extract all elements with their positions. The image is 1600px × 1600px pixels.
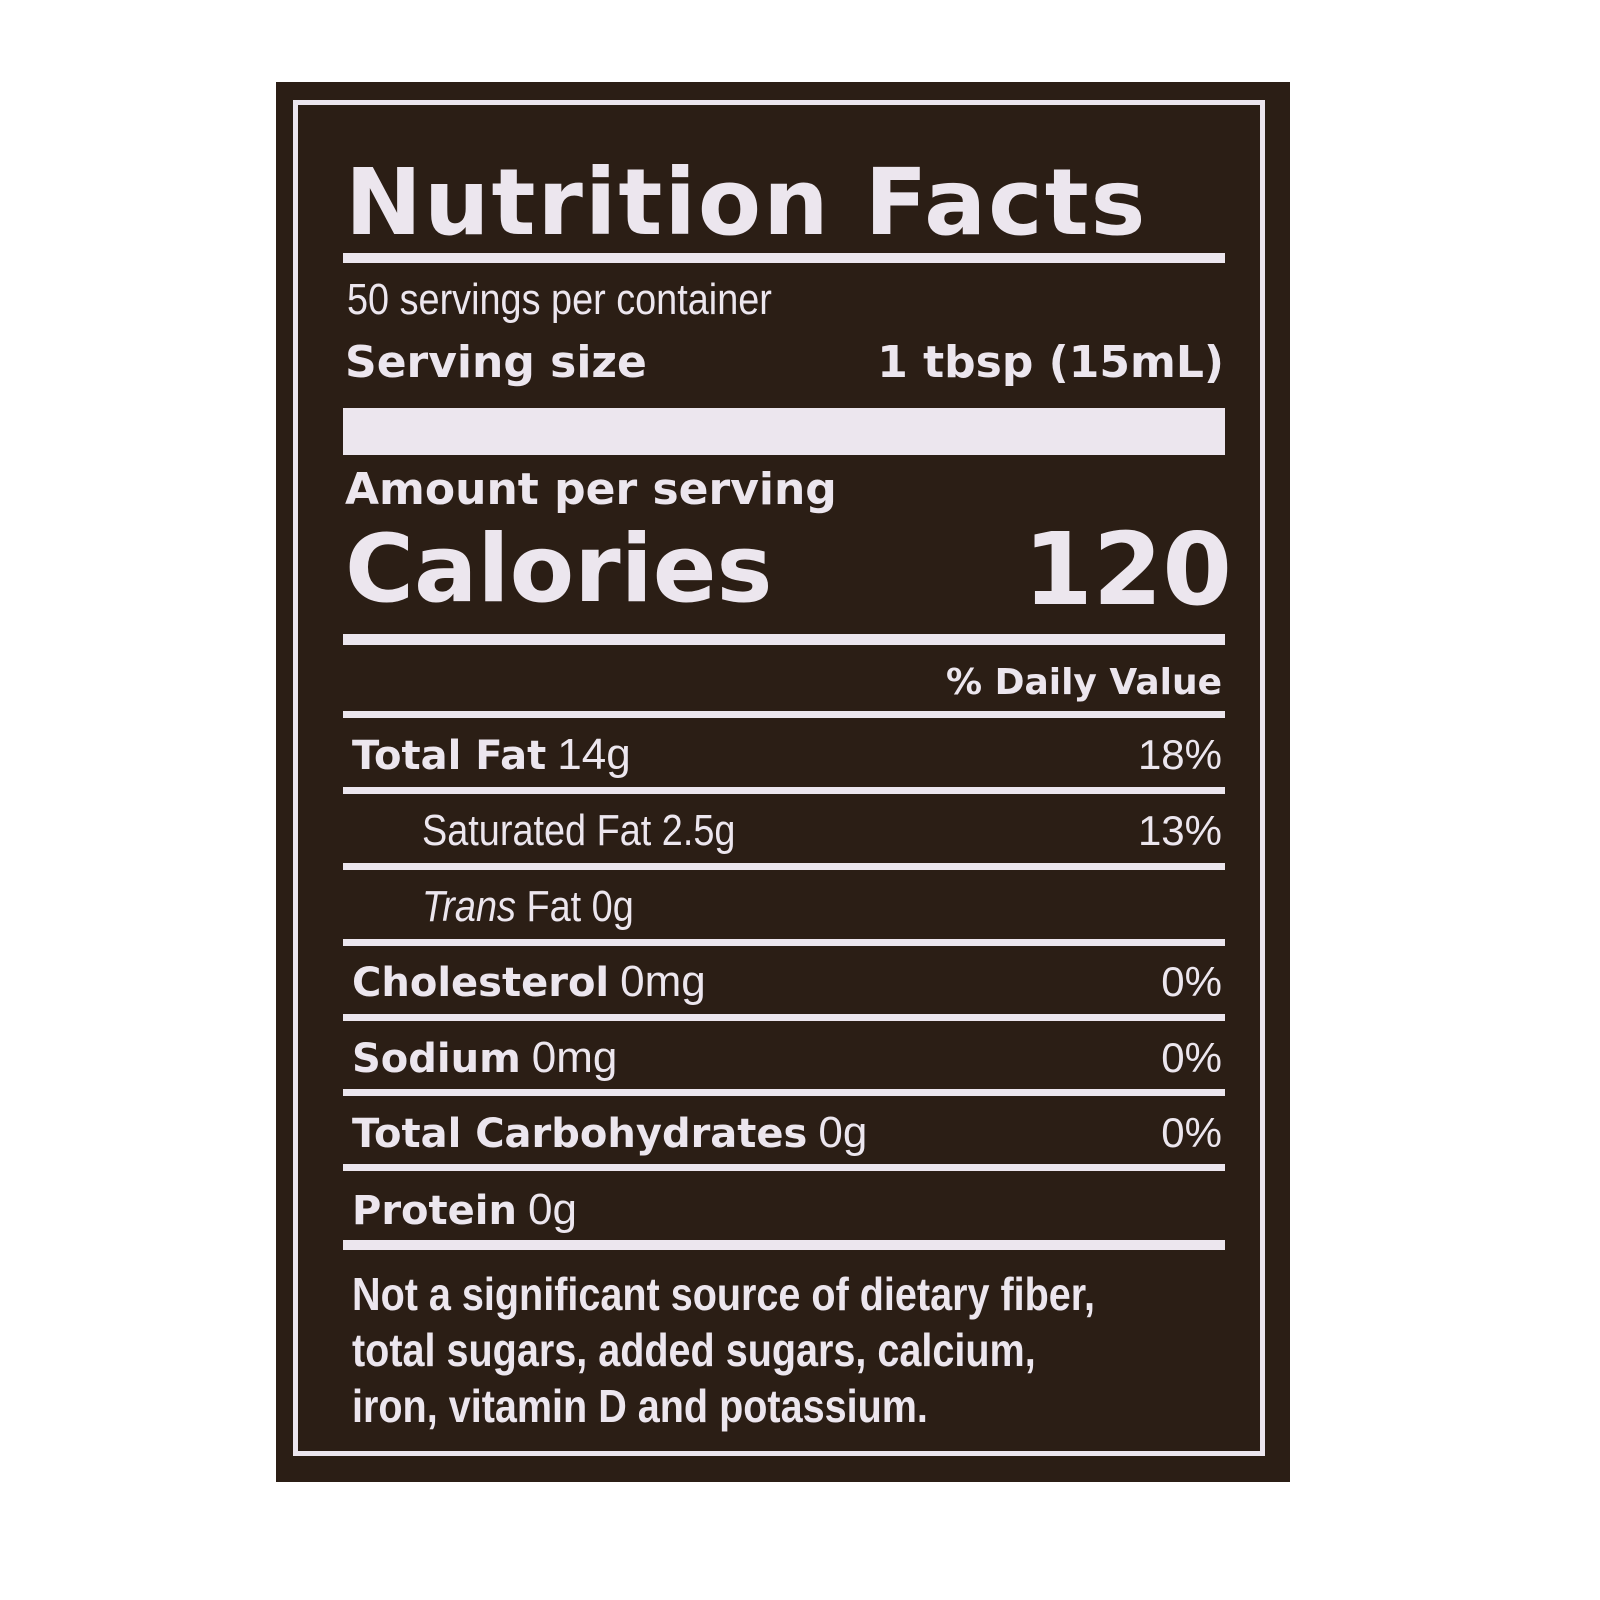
nutrient-name: Saturated Fat [422, 806, 652, 855]
serving-size-label: Serving size [345, 337, 647, 388]
label-border [293, 100, 1265, 1456]
daily-value-header: % Daily Value [945, 662, 1222, 703]
nutrient-amount: 0mg [620, 957, 706, 1006]
nutrient-dv: 13% [1137, 807, 1222, 854]
nutrient-dv: 0% [1161, 1109, 1222, 1156]
footnote-line-3: iron, vitamin D and potassium. [352, 1380, 928, 1432]
nutrient-dv: 18% [1137, 731, 1222, 778]
calories-label: Calories [345, 515, 773, 624]
title-rule [343, 253, 1225, 263]
footnote-line-2: total sugars, added sugars, calcium, [352, 1324, 1036, 1376]
nutrient-name: Fat [526, 882, 582, 931]
nutrient-dv: 0% [1161, 958, 1222, 1005]
protein-rule [343, 1240, 1225, 1250]
daily-value-rule [343, 711, 1225, 718]
nutrient-amount: 0g [591, 882, 634, 931]
label-title: Nutrition Facts [345, 149, 1148, 256]
nutrient-row-trans-fat: Trans Fat 0g [422, 877, 1222, 937]
nutrient-name: Sodium [352, 1036, 521, 1082]
nutrient-amount: 0g [527, 1185, 577, 1234]
row-rule [343, 1014, 1225, 1021]
amount-per-serving: Amount per serving [345, 464, 837, 515]
row-rule [343, 787, 1225, 794]
serving-size-value: 1 tbsp (15mL) [877, 337, 1224, 388]
nutrient-amount: 2.5g [661, 806, 736, 855]
nutrient-name: Protein [352, 1188, 517, 1234]
calories-rule [343, 634, 1225, 645]
nutrient-row-sodium: Sodium 0mg 0% [352, 1028, 1222, 1088]
nutrient-amount: 0mg [531, 1033, 618, 1082]
row-rule [343, 863, 1225, 870]
nutrient-row-saturated-fat: Saturated Fat 2.5g 13% [422, 801, 1222, 861]
nutrient-amount: 14g [557, 730, 631, 779]
nutrient-name: Total Carbohydrates [352, 1111, 808, 1157]
thick-bar [343, 408, 1225, 455]
nutrient-row-total-carbohydrates: Total Carbohydrates 0g 0% [352, 1103, 1222, 1163]
row-rule [343, 939, 1225, 946]
calories-value: 120 [1023, 511, 1232, 628]
nutrient-amount: 0g [818, 1108, 868, 1157]
nutrient-row-total-fat: Total Fat 14g 18% [352, 725, 1222, 785]
nutrient-dv: 0% [1161, 1034, 1222, 1081]
nutrient-name: Total Fat [352, 733, 547, 779]
footnote-line-1: Not a significant source of dietary fibe… [352, 1268, 1096, 1320]
nutrient-row-protein: Protein 0g [352, 1180, 1222, 1240]
nutrient-name-italic: Trans [422, 882, 516, 931]
nutrient-name: Cholesterol [352, 960, 610, 1006]
row-rule [343, 1164, 1225, 1171]
servings-per-container: 50 servings per container [347, 275, 772, 324]
row-rule [343, 1089, 1225, 1096]
nutrient-row-cholesterol: Cholesterol 0mg 0% [352, 952, 1222, 1012]
